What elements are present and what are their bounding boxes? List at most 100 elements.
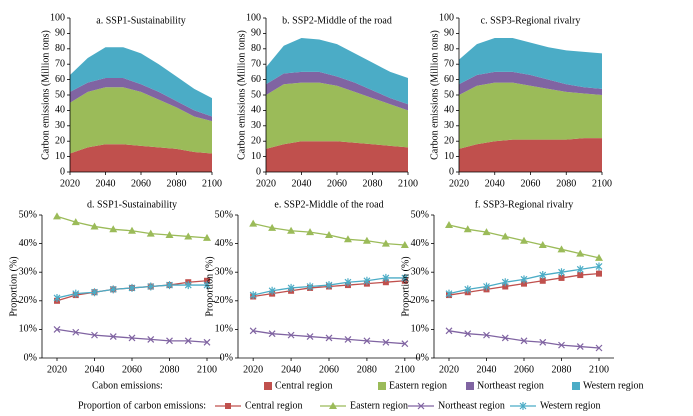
x-tick-label: 2080 (552, 364, 572, 375)
legend-label: Northeast region (477, 380, 544, 391)
y-tick-label: 30 (55, 120, 65, 131)
y-tick-label: 10% (411, 324, 429, 335)
line (448, 330, 600, 349)
y-tick-label: 20 (55, 135, 65, 146)
marker (445, 221, 453, 229)
y-tick-label: 0 (256, 166, 261, 177)
area (459, 138, 602, 172)
x-tick-label: 2040 (281, 364, 301, 375)
x-tick-label: 2020 (439, 364, 459, 375)
legend-title: Proportion of carbon emissions: (78, 400, 206, 411)
marker (401, 340, 409, 348)
marker (382, 338, 390, 346)
marker (401, 273, 409, 282)
marker (109, 225, 118, 233)
y-tick-label: 30 (444, 120, 454, 131)
marker (53, 293, 61, 302)
marker (501, 232, 510, 240)
area (70, 87, 212, 154)
area (70, 78, 212, 122)
legend-label: Western region (583, 380, 644, 391)
x-tick-label: 2080 (167, 178, 187, 189)
marker (482, 228, 491, 236)
marker (71, 218, 80, 226)
marker (520, 337, 528, 345)
legend-swatch (264, 382, 272, 390)
marker (521, 280, 527, 287)
marker (520, 236, 528, 244)
marker (268, 286, 276, 295)
marker (306, 228, 315, 236)
y-tick-label: 50 (55, 89, 65, 100)
line (56, 328, 208, 343)
chart-title: a. SSP1-Sustainability (96, 15, 185, 26)
marker (147, 282, 155, 291)
marker (53, 212, 61, 220)
marker (268, 330, 276, 338)
x-tick-label: 2020 (47, 364, 67, 375)
legend-label: Central region (275, 380, 332, 391)
area (459, 71, 602, 95)
y-axis-label: Carbon emissions (Million tons) (429, 30, 440, 160)
chart-title: d. SSP1-Sustainability (87, 199, 177, 210)
y-tick-label: 90 (55, 28, 65, 39)
y-tick-label: 30% (411, 266, 429, 277)
chart-title: c. SSP3-Regional rivalry (481, 15, 581, 26)
y-tick-label: 40% (411, 238, 429, 249)
marker (128, 283, 136, 292)
x-tick-label: 2060 (131, 178, 151, 189)
marker (165, 231, 174, 239)
marker (464, 330, 472, 338)
marker (146, 229, 155, 237)
y-axis-label: Proportion (%) (8, 256, 19, 316)
y-tick-label: 40 (251, 105, 261, 116)
marker (382, 273, 390, 282)
marker (166, 281, 173, 290)
marker (325, 334, 333, 342)
y-tick-label: 80 (251, 43, 261, 54)
marker (343, 235, 352, 243)
y-tick-label: 30 (251, 120, 261, 131)
marker (287, 283, 295, 292)
marker (576, 343, 584, 350)
x-tick-label: 2100 (395, 364, 415, 375)
area (70, 47, 212, 117)
y-tick-label: 90 (444, 28, 454, 39)
marker (325, 281, 333, 290)
marker (184, 232, 193, 240)
y-tick-label: 20% (411, 295, 429, 306)
y-tick-label: 0 (60, 166, 65, 177)
marker (538, 241, 547, 249)
x-tick-label: 2020 (449, 178, 469, 189)
y-tick-label: 20% (19, 295, 37, 306)
marker (344, 278, 352, 287)
y-axis-label: Proportion (%) (204, 256, 215, 316)
x-tick-label: 2040 (477, 364, 497, 375)
y-tick-label: 10% (19, 324, 37, 335)
x-tick-label: 2060 (521, 178, 541, 189)
area (459, 82, 602, 149)
legend-label: Western region (540, 400, 601, 411)
legend-title: Cabon emissions: (92, 380, 163, 391)
marker (501, 334, 509, 342)
marker (595, 262, 603, 271)
marker (483, 282, 490, 291)
marker (539, 338, 547, 346)
marker (539, 271, 547, 280)
marker (203, 281, 211, 290)
x-tick-label: 2080 (160, 364, 180, 375)
marker (483, 331, 490, 339)
legend-label: Central region (245, 400, 302, 411)
legend-label: Eastern region (350, 400, 408, 411)
legend-label: Northeast region (438, 400, 505, 411)
y-tick-label: 60 (55, 74, 65, 85)
marker (595, 344, 603, 352)
y-tick-label: 60 (444, 74, 454, 85)
marker (576, 249, 585, 257)
y-tick-label: 10 (251, 151, 261, 162)
x-tick-label: 2060 (122, 364, 142, 375)
x-tick-label: 2100 (202, 178, 222, 189)
marker (91, 288, 98, 297)
marker (596, 270, 602, 277)
